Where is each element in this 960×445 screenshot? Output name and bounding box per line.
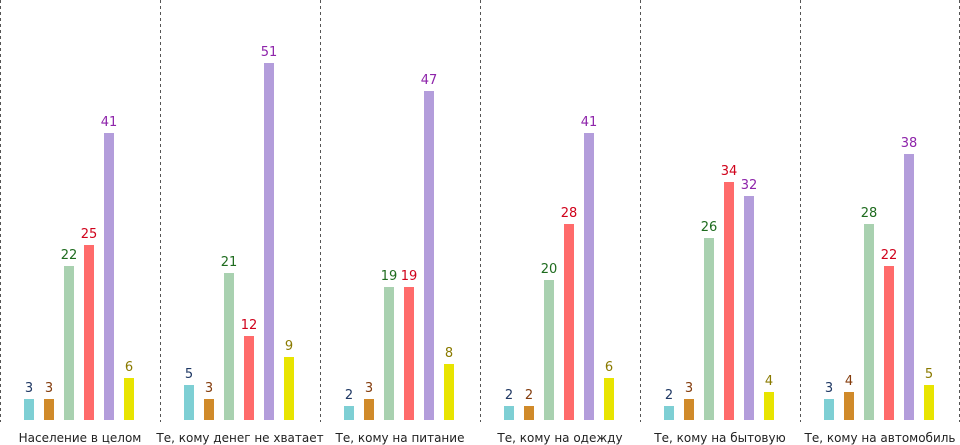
bar bbox=[284, 357, 294, 420]
bar bbox=[884, 266, 894, 420]
bar bbox=[684, 399, 694, 420]
bar-value-label: 41 bbox=[101, 115, 118, 130]
bar-value-label: 22 bbox=[881, 248, 898, 263]
bar bbox=[564, 224, 574, 420]
bar-value-label: 28 bbox=[861, 206, 878, 221]
bar bbox=[44, 399, 54, 420]
bar bbox=[104, 133, 114, 420]
bar bbox=[904, 154, 914, 420]
category-label: Те, кому на бытовую bbox=[653, 431, 785, 445]
bar bbox=[24, 399, 34, 420]
bar bbox=[224, 273, 234, 420]
bar-value-label: 38 bbox=[901, 136, 918, 151]
category-labels-layer: Население в целом Те, кому денег не хвата… bbox=[19, 431, 956, 445]
bar bbox=[824, 399, 834, 420]
bar bbox=[864, 224, 874, 420]
bar-value-label: 3 bbox=[825, 381, 833, 396]
bar bbox=[764, 392, 774, 420]
category-label: Те, кому на одежду bbox=[496, 431, 622, 445]
bar-value-label: 5 bbox=[185, 367, 193, 382]
bar-value-label: 3 bbox=[685, 381, 693, 396]
category-label: Население в целом bbox=[19, 431, 142, 445]
bar-value-label: 2 bbox=[665, 388, 673, 403]
bar-value-label: 19 bbox=[401, 269, 418, 284]
bar-value-label: 2 bbox=[345, 388, 353, 403]
bar bbox=[544, 280, 554, 420]
bar bbox=[244, 336, 254, 420]
bar-value-label: 8 bbox=[445, 346, 453, 361]
bar bbox=[704, 238, 714, 420]
bar bbox=[724, 182, 734, 420]
bar-value-label: 21 bbox=[221, 255, 238, 270]
bar-value-label: 20 bbox=[541, 262, 558, 277]
bar-value-label: 4 bbox=[845, 374, 853, 389]
category-label: Те, кому денег не хватает bbox=[155, 431, 323, 445]
bar bbox=[404, 287, 414, 420]
category-label: Те, кому на автомобиль bbox=[803, 431, 955, 445]
bar-value-label: 41 bbox=[581, 115, 598, 130]
bar-value-label: 47 bbox=[421, 73, 438, 88]
bar bbox=[584, 133, 594, 420]
bar-value-label: 12 bbox=[241, 318, 258, 333]
bar-value-label: 51 bbox=[261, 45, 278, 60]
category-label: Те, кому на питание bbox=[335, 431, 465, 445]
bar-value-label: 5 bbox=[925, 367, 933, 382]
bar bbox=[204, 399, 214, 420]
bar bbox=[664, 406, 674, 420]
bar-value-label: 2 bbox=[505, 388, 513, 403]
bar bbox=[444, 364, 454, 420]
bar bbox=[364, 399, 374, 420]
bar-value-label: 25 bbox=[81, 227, 98, 242]
bar-value-label: 9 bbox=[285, 339, 293, 354]
bar-value-label: 26 bbox=[701, 220, 718, 235]
bar bbox=[424, 91, 434, 420]
bar-value-label: 3 bbox=[25, 381, 33, 396]
bar bbox=[184, 385, 194, 420]
bars-layer bbox=[24, 63, 934, 420]
bar bbox=[924, 385, 934, 420]
bar-value-label: 6 bbox=[125, 360, 133, 375]
bar-value-label: 3 bbox=[365, 381, 373, 396]
bar bbox=[844, 392, 854, 420]
bar bbox=[64, 266, 74, 420]
bar-value-label: 2 bbox=[525, 388, 533, 403]
bar-value-label: 3 bbox=[205, 381, 213, 396]
bar-value-label: 28 bbox=[561, 206, 578, 221]
bar bbox=[604, 378, 614, 420]
group-separators bbox=[0, 0, 960, 422]
bar-value-label: 6 bbox=[605, 360, 613, 375]
bar-value-label: 4 bbox=[765, 374, 773, 389]
bar bbox=[744, 196, 754, 420]
bar bbox=[84, 245, 94, 420]
bar bbox=[384, 287, 394, 420]
bar bbox=[344, 406, 354, 420]
bar-value-label: 32 bbox=[741, 178, 758, 193]
bar bbox=[124, 378, 134, 420]
bar-value-label: 3 bbox=[45, 381, 53, 396]
bar bbox=[264, 63, 274, 420]
bar-value-label: 34 bbox=[721, 164, 738, 179]
bar-value-label: 19 bbox=[381, 269, 398, 284]
bar bbox=[524, 406, 534, 420]
bar bbox=[504, 406, 514, 420]
bar-value-label: 22 bbox=[61, 248, 78, 263]
